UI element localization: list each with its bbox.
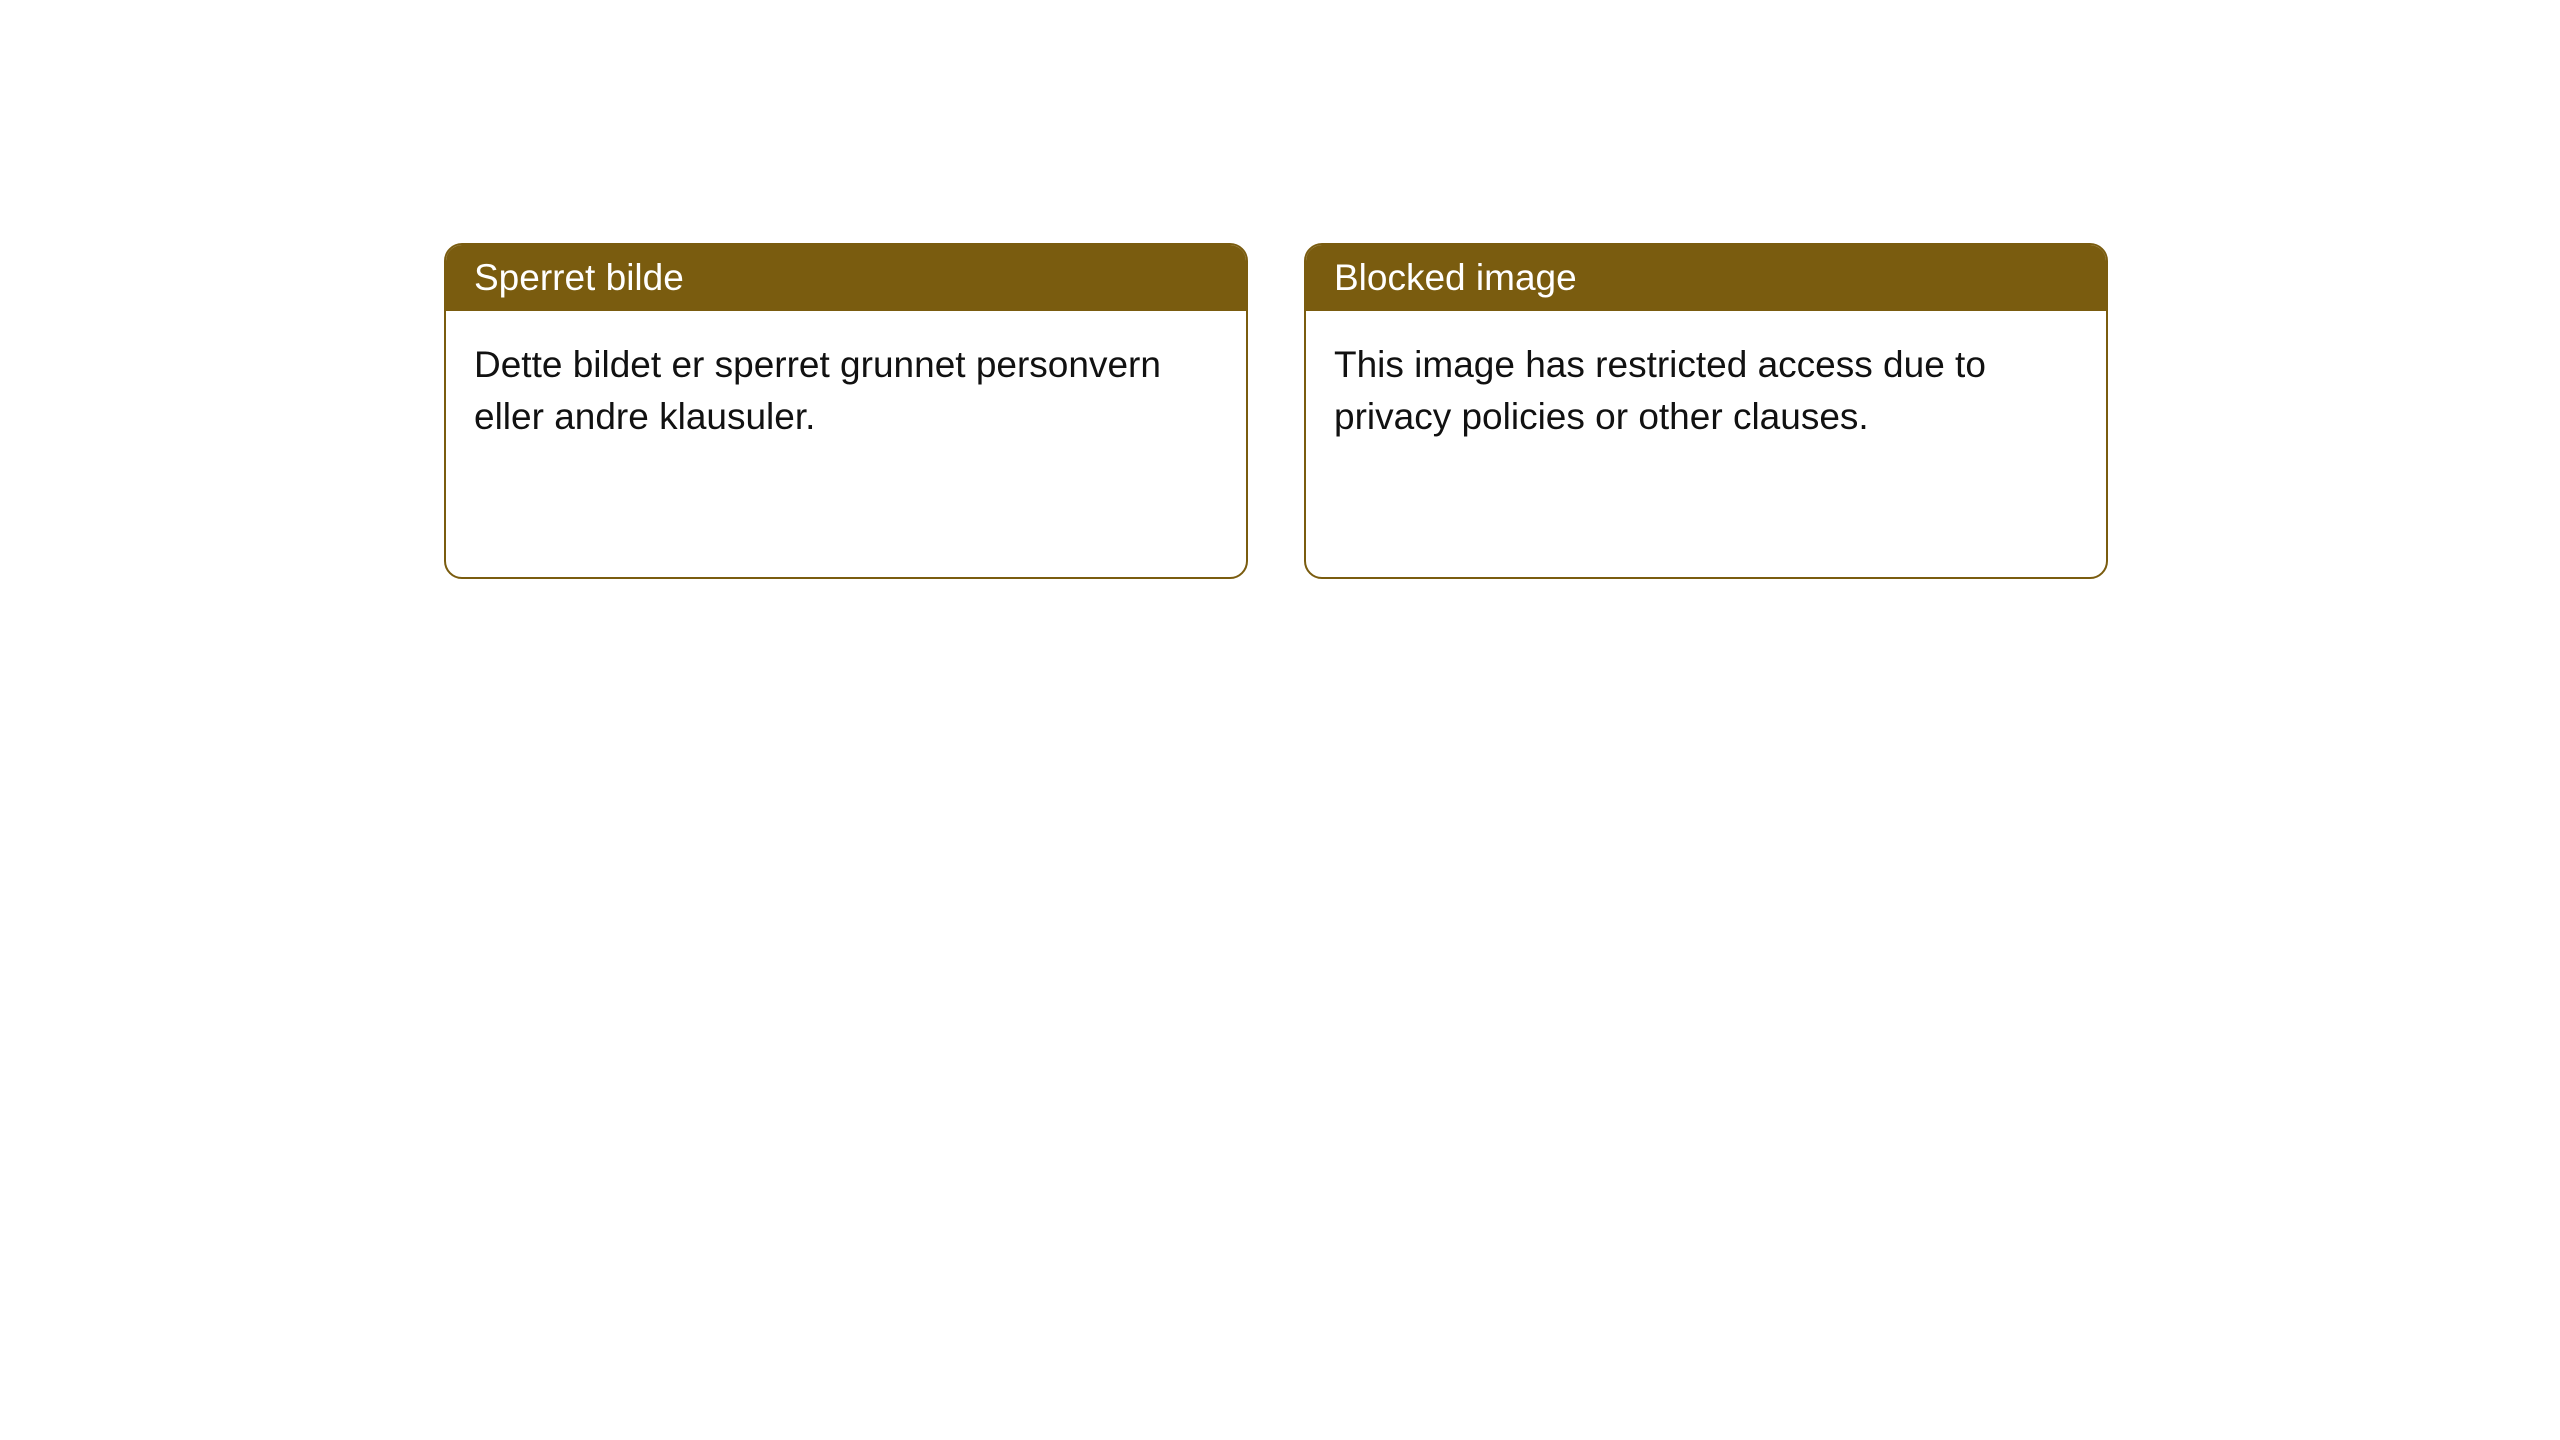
notice-container: Sperret bilde Dette bildet er sperret gr… [0, 0, 2560, 579]
notice-header: Sperret bilde [446, 245, 1246, 311]
notice-header: Blocked image [1306, 245, 2106, 311]
notice-box-english: Blocked image This image has restricted … [1304, 243, 2108, 579]
notice-title: Sperret bilde [474, 257, 684, 298]
notice-title: Blocked image [1334, 257, 1577, 298]
notice-body: Dette bildet er sperret grunnet personve… [446, 311, 1246, 471]
notice-body: This image has restricted access due to … [1306, 311, 2106, 471]
notice-text: Dette bildet er sperret grunnet personve… [474, 344, 1161, 437]
notice-text: This image has restricted access due to … [1334, 344, 1986, 437]
notice-box-norwegian: Sperret bilde Dette bildet er sperret gr… [444, 243, 1248, 579]
